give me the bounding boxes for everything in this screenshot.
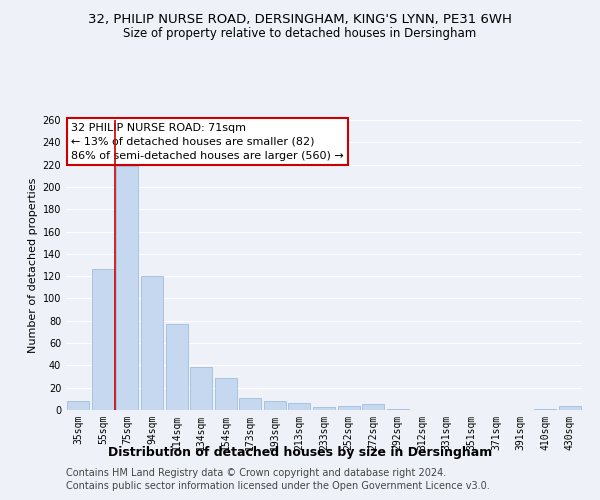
Bar [313,406,335,410]
Bar [289,404,310,410]
Bar [166,324,188,410]
Bar [190,366,212,410]
Bar [534,409,556,410]
Bar [215,378,237,410]
Bar [67,401,89,410]
Bar [92,270,114,410]
Text: Contains HM Land Registry data © Crown copyright and database right 2024.: Contains HM Land Registry data © Crown c… [66,468,446,477]
Bar [338,406,359,410]
Text: Size of property relative to detached houses in Dersingham: Size of property relative to detached ho… [124,28,476,40]
Bar [264,401,286,410]
Text: 32 PHILIP NURSE ROAD: 71sqm
← 13% of detached houses are smaller (82)
86% of sem: 32 PHILIP NURSE ROAD: 71sqm ← 13% of det… [71,123,344,161]
Bar [116,166,139,410]
Text: 32, PHILIP NURSE ROAD, DERSINGHAM, KING'S LYNN, PE31 6WH: 32, PHILIP NURSE ROAD, DERSINGHAM, KING'… [88,12,512,26]
Text: Distribution of detached houses by size in Dersingham: Distribution of detached houses by size … [108,446,492,459]
Bar [239,398,262,410]
Bar [362,404,384,410]
Text: Contains public sector information licensed under the Open Government Licence v3: Contains public sector information licen… [66,481,490,491]
Bar [559,406,581,410]
Bar [386,409,409,410]
Y-axis label: Number of detached properties: Number of detached properties [28,178,38,352]
Bar [141,276,163,410]
